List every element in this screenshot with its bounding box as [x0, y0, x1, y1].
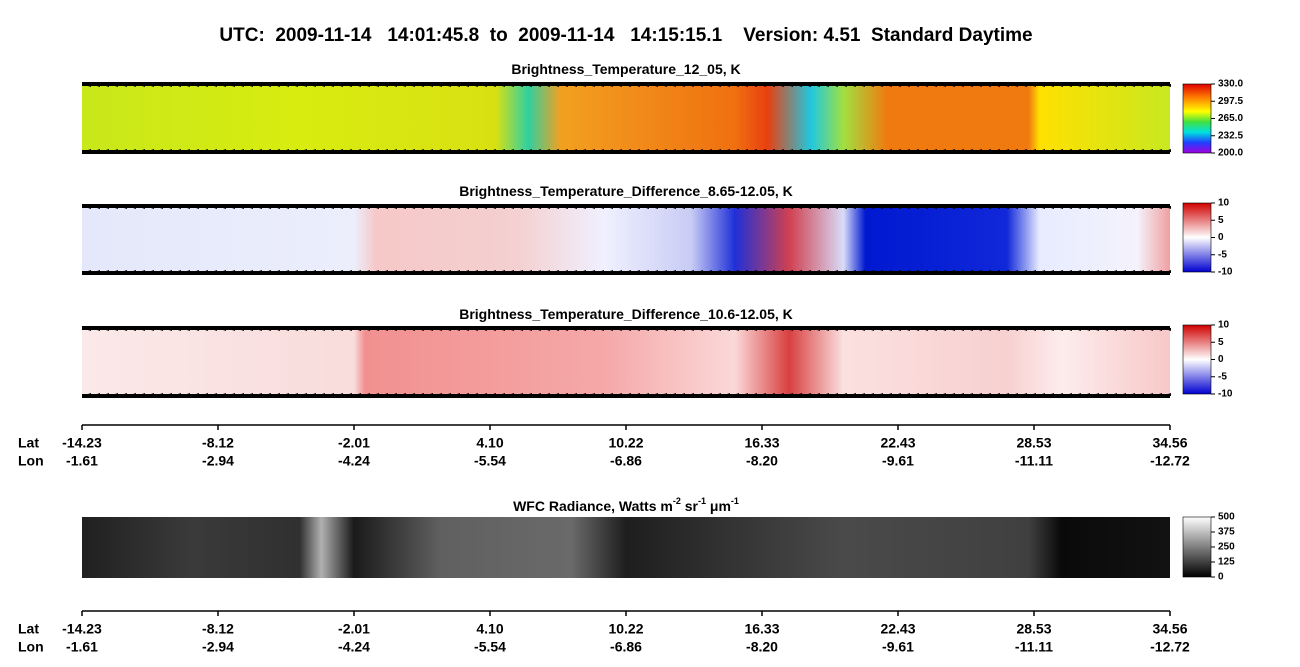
colorbar-label: -5 — [1218, 249, 1227, 260]
colorbar — [1182, 324, 1212, 395]
colorbar-label: 375 — [1218, 527, 1235, 538]
panel-title: Brightness_Temperature_12_05, K — [511, 61, 740, 77]
colorbar-label: 232.5 — [1218, 130, 1243, 141]
lat-tick-label: -14.23 — [62, 621, 102, 637]
lat-tick-label: -8.12 — [202, 621, 234, 637]
panel-title: WFC Radiance, Watts m-2 sr-1 μm-1 — [513, 496, 739, 513]
colorbar-label: -5 — [1218, 371, 1227, 382]
lon-tick-label: -4.24 — [338, 453, 370, 469]
lat-label: Lat — [18, 435, 39, 451]
lat-tick-label: 10.22 — [608, 435, 643, 451]
lon-tick-label: -8.20 — [746, 453, 778, 469]
lat-tick-label: 34.56 — [1152, 435, 1187, 451]
title-part: Brightness_Temperature_Difference_10.6-1… — [459, 306, 793, 322]
lat-label: Lat — [18, 621, 39, 637]
title-part: μm — [706, 498, 731, 514]
superscript: -1 — [698, 496, 706, 506]
colorbar-label: 0 — [1218, 572, 1224, 583]
panel-title: Brightness_Temperature_Difference_8.65-1… — [459, 183, 793, 199]
lon-tick-label: -9.61 — [882, 639, 914, 655]
page-title: UTC: 2009-11-14 14:01:45.8 to 2009-11-14… — [219, 25, 1032, 46]
lon-tick-label: -1.61 — [66, 639, 98, 655]
lat-tick-label: -8.12 — [202, 435, 234, 451]
lon-label: Lon — [18, 639, 44, 655]
colorbar-label: 125 — [1218, 557, 1235, 568]
colorbar-label: 330.0 — [1218, 79, 1243, 90]
lon-tick-label: -1.61 — [66, 453, 98, 469]
colorbar-label: 200.0 — [1218, 148, 1243, 159]
colorbar — [1182, 516, 1212, 578]
strip-sawtooth — [82, 328, 1171, 331]
lat-tick-label: 16.33 — [744, 435, 779, 451]
lat-tick-label: -2.01 — [338, 435, 370, 451]
colorbar-label: 0 — [1218, 354, 1224, 365]
lat-tick-label: 4.10 — [476, 435, 503, 451]
lon-tick-label: -8.20 — [746, 639, 778, 655]
lat-tick-label: 16.33 — [744, 621, 779, 637]
colorbar-label: -10 — [1218, 267, 1233, 278]
superscript: -1 — [731, 496, 739, 506]
lon-tick-label: -6.86 — [610, 453, 642, 469]
colorbar-label: 265.0 — [1218, 113, 1243, 124]
panel-title: Brightness_Temperature_Difference_10.6-1… — [459, 306, 793, 322]
lon-tick-label: -11.11 — [1015, 639, 1053, 655]
lon-tick-label: -4.24 — [338, 639, 370, 655]
colorbar-label: 10 — [1218, 198, 1230, 209]
lon-label: Lon — [18, 453, 44, 469]
colorbar — [1182, 202, 1212, 273]
colorbar — [1182, 83, 1212, 154]
image-strip — [82, 206, 1170, 273]
lon-tick-label: -12.72 — [1150, 639, 1190, 655]
lon-tick-label: -11.11 — [1015, 453, 1053, 469]
image-strip — [82, 328, 1170, 396]
colorbar-label: 5 — [1218, 337, 1224, 348]
image-strip — [82, 84, 1170, 152]
lon-tick-label: -9.61 — [882, 453, 914, 469]
lon-tick-label: -5.54 — [474, 453, 506, 469]
image-strip — [82, 517, 1170, 578]
strip-sawtooth — [82, 84, 1171, 87]
lat-tick-label: -2.01 — [338, 621, 370, 637]
lon-tick-label: -6.86 — [610, 639, 642, 655]
strip-sawtooth — [82, 393, 1171, 396]
lat-tick-label: 10.22 — [608, 621, 643, 637]
title-part: WFC Radiance, Watts m — [513, 498, 673, 514]
lat-tick-label: 22.43 — [880, 435, 915, 451]
colorbar-label: 0 — [1218, 232, 1224, 243]
lon-tick-label: -5.54 — [474, 639, 506, 655]
colorbar-label: 10 — [1218, 320, 1230, 331]
title-part: Brightness_Temperature_12_05, K — [511, 61, 740, 77]
colorbar-label: 500 — [1218, 512, 1235, 523]
lat-tick-label: 4.10 — [476, 621, 503, 637]
colorbar-label: 5 — [1218, 215, 1224, 226]
strip-sawtooth — [82, 206, 1171, 209]
lat-tick-label: -14.23 — [62, 435, 102, 451]
lat-tick-label: 22.43 — [880, 621, 915, 637]
strip-sawtooth — [82, 270, 1171, 273]
colorbar-label: 250 — [1218, 542, 1235, 553]
lat-tick-label: 28.53 — [1016, 621, 1051, 637]
lat-tick-label: 34.56 — [1152, 621, 1187, 637]
lon-tick-label: -12.72 — [1150, 453, 1190, 469]
lon-tick-label: -2.94 — [202, 453, 234, 469]
lon-tick-label: -2.94 — [202, 639, 234, 655]
colorbar-label: -10 — [1218, 389, 1233, 400]
superscript: -2 — [673, 496, 681, 506]
colorbar-label: 297.5 — [1218, 96, 1243, 107]
lat-tick-label: 28.53 — [1016, 435, 1051, 451]
title-part: Brightness_Temperature_Difference_8.65-1… — [459, 183, 793, 199]
title-part: sr — [681, 498, 699, 514]
strip-sawtooth — [82, 149, 1171, 152]
